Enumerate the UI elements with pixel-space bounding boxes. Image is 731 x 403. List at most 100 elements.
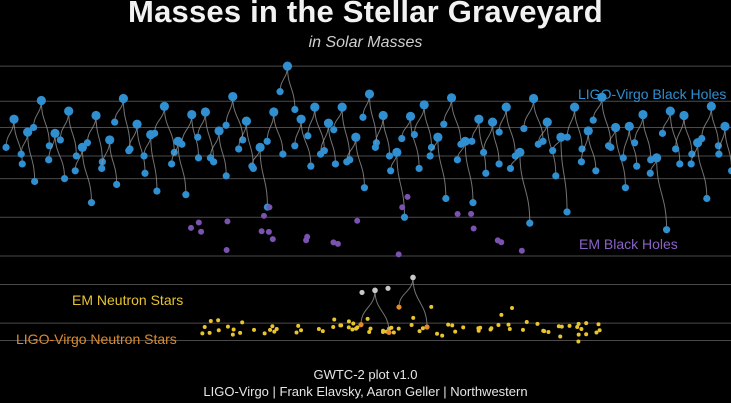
ligo-bh-point <box>194 133 202 141</box>
ligo-bh-remnant-point <box>214 126 224 136</box>
ligo-bh-remnant-point <box>419 100 429 110</box>
ligo-bh-point <box>563 208 571 216</box>
ligo-bh-remnant-point <box>665 106 675 116</box>
ligo-bh-point <box>248 162 256 170</box>
em-bh-point <box>304 233 311 240</box>
em-ns-point <box>346 319 351 324</box>
em-ns-point <box>331 325 336 329</box>
merger-link <box>314 107 325 151</box>
ligo-bh-point <box>631 139 639 147</box>
ligo-bh-point <box>56 136 64 144</box>
merger-link <box>163 106 175 153</box>
ligo-bh-point <box>235 145 243 153</box>
merger-link <box>533 98 544 142</box>
ligo-bh-point <box>343 158 351 166</box>
merger-link <box>136 124 146 174</box>
em-ns-point <box>489 326 494 331</box>
em-ns-point <box>355 325 360 330</box>
em-bh-point <box>468 210 475 217</box>
merger-link <box>355 137 365 188</box>
ligo-bh-point <box>578 145 586 153</box>
em-bh-point <box>265 228 272 235</box>
em-ns-point <box>240 320 245 325</box>
ligo-bh-point <box>71 167 79 175</box>
em-bh-point <box>198 228 205 235</box>
ligo-bh-point <box>703 194 711 203</box>
merger-link <box>464 141 474 203</box>
ligo-bh-remnant-point <box>501 102 511 112</box>
em-ns-point <box>225 324 230 329</box>
ligo-bh-point <box>442 194 450 203</box>
ligo-bh-point <box>178 140 186 148</box>
ligo-ns-point <box>386 329 392 336</box>
ligo-bh-remnant-point <box>706 101 716 111</box>
em-ns-point <box>524 320 529 325</box>
merger-link <box>382 115 391 156</box>
ligo-bh-point <box>633 162 641 170</box>
merger-link <box>423 104 432 148</box>
footer-version: GWTC-2 plot v1.0 <box>313 367 418 382</box>
em-ns-point <box>202 325 207 329</box>
ligo-bh-remnant-point <box>460 136 470 146</box>
ligo-bh-point <box>263 137 271 145</box>
em-ns-point <box>440 333 445 338</box>
em-ns-point <box>559 324 564 329</box>
ligo-bh-point <box>29 123 38 132</box>
ligo-bh-point <box>359 113 367 121</box>
ligo-bh-point <box>662 226 671 234</box>
em-ns-point <box>542 329 547 334</box>
merger-link <box>587 130 597 171</box>
ligo-bh-remnant-point <box>91 110 101 121</box>
legend-em-neutron-stars: EM Neutron Stars <box>72 292 184 308</box>
ligo-ns-point <box>424 324 430 330</box>
em-ns-point <box>409 323 414 328</box>
ligo-bh-point <box>98 164 106 173</box>
ligo-bh-remnant-point <box>241 116 252 126</box>
merger-link <box>218 130 227 176</box>
ligo-bh-point <box>371 143 379 151</box>
ligo-bh-point <box>468 137 476 145</box>
em-ns-point <box>429 304 434 309</box>
em-bh-point <box>330 239 337 246</box>
ligo-bh-remnant-point <box>269 107 279 117</box>
ligo-bh-point <box>698 134 706 143</box>
merger-link <box>286 66 296 110</box>
ligo-bh-point <box>170 148 178 156</box>
em-ns-point <box>316 327 321 332</box>
em-bh-point <box>399 204 406 211</box>
ligo-bh-point <box>330 126 338 134</box>
ligo-bh-point <box>398 134 406 143</box>
merger-link <box>360 290 376 325</box>
em-bh-point <box>260 212 267 219</box>
ligo-bh-point <box>646 169 654 177</box>
merger-link <box>341 107 351 160</box>
em-ns-point <box>476 326 481 331</box>
merger-link <box>232 96 244 140</box>
ligo-bh-remnant-point <box>64 106 74 116</box>
legend-em-black-holes: EM Black Holes <box>579 236 678 252</box>
ligo-bh-point <box>387 167 395 175</box>
em-bh-point <box>454 211 461 218</box>
ligo-bh-remnant-point <box>638 109 648 120</box>
ligo-bh-point <box>577 158 586 166</box>
ligo-bh-point <box>331 160 340 168</box>
ligo-bh-point <box>604 142 613 150</box>
ligo-bh-point <box>506 164 515 173</box>
ligo-bh-remnant-point <box>310 102 320 112</box>
em-ns-point <box>535 321 540 326</box>
em-ns-point <box>575 325 580 329</box>
merger-link <box>259 147 268 208</box>
em-ns-point <box>520 327 525 332</box>
merger-link <box>601 97 612 148</box>
ligo-bh-point <box>552 172 560 180</box>
merger-link <box>81 147 92 203</box>
merger-link <box>68 111 77 156</box>
merger-link <box>566 107 576 138</box>
em-ns-point <box>594 330 599 335</box>
mass-gap-point <box>359 289 365 296</box>
ligo-bh-point <box>495 128 503 136</box>
merger-link <box>523 98 535 129</box>
ligo-bh-point <box>2 143 10 151</box>
em-ns-point <box>558 334 563 339</box>
em-ns-point <box>351 321 356 326</box>
